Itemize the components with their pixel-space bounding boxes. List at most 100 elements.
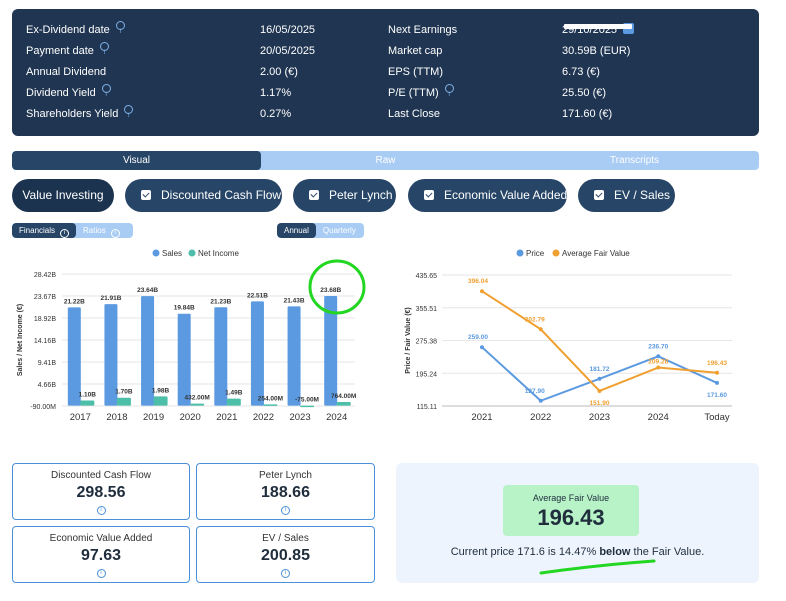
fair-value-point	[715, 370, 719, 375]
toggle-label: Ratios	[83, 226, 106, 235]
info-icon[interactable]: i	[60, 229, 70, 238]
info-icon[interactable]: i	[281, 506, 290, 515]
x-tick-label: 2022	[530, 412, 551, 423]
net-income-bar	[116, 397, 131, 406]
net-income-bar-label: 254.00M	[258, 395, 283, 402]
card-value: 188.66	[261, 484, 310, 501]
sales-bar-label: 21.43B	[284, 297, 305, 304]
valuation-card-eva[interactable]: Economic Value Added 97.63 i	[12, 526, 190, 583]
fair-value-point-label: 209.28	[648, 359, 668, 366]
sales-bar-label: 21.22B	[64, 298, 85, 305]
fair-value-point-label: 396.04	[468, 278, 488, 285]
legend-marker	[188, 249, 196, 257]
y-tick-label: 23.67B	[34, 294, 57, 301]
net-income-bar	[153, 396, 168, 406]
net-income-bar-label: -75.00M	[295, 397, 319, 404]
x-tick-label: 2024	[648, 412, 669, 423]
main-tabs: Visual Raw Transcripts	[12, 151, 759, 170]
legend-label: Average Fair Value	[562, 249, 630, 258]
net-income-bar-label: 1.10B	[79, 391, 97, 398]
toggle-annual[interactable]: Annual	[277, 223, 316, 238]
sales-bar-label: 22.51B	[247, 292, 268, 299]
info-icon[interactable]: i	[444, 84, 454, 98]
x-tick-label: 2023	[289, 412, 310, 423]
checkbox-icon[interactable]	[141, 190, 151, 200]
y-tick-label: 9.41B	[38, 360, 57, 367]
stock-info-panel: Ex-Dividend date i 16/05/2025 Next Earnin…	[12, 9, 759, 136]
y-tick-label: 355.51	[416, 306, 438, 313]
price-fair-value-chart: Price Average Fair Value 115.11 195.24 275.3…	[405, 249, 732, 423]
price-point-label: 171.60	[707, 392, 727, 399]
price-point-label: 181.72	[590, 366, 610, 373]
card-value: 200.85	[261, 547, 310, 564]
info-row-annual-dividend: Annual Dividend 2.00 (€) EPS (TTM) 6.73 …	[12, 62, 759, 82]
info-label: Next Earnings	[388, 24, 458, 36]
valuation-card-dcf[interactable]: Discounted Cash Flow 298.56 i	[12, 463, 190, 520]
calendar-icon[interactable]	[623, 23, 635, 34]
info-icon[interactable]: i	[99, 42, 109, 56]
toggle-quarterly[interactable]: Quarterly	[322, 226, 356, 235]
checkbox-icon[interactable]	[424, 190, 434, 200]
y-tick-label: 115.11	[417, 404, 437, 411]
info-label: P/E (TTM)	[388, 87, 439, 99]
valuation-card-peter-lynch[interactable]: Peter Lynch 188.66 i	[196, 463, 375, 520]
x-tick-label: 2018	[106, 412, 127, 423]
method-peter-lynch-button[interactable]: Peter Lynch	[293, 179, 396, 212]
info-label: Annual Dividend	[26, 66, 107, 78]
info-icon[interactable]: i	[101, 84, 111, 98]
valuation-card-ev-sales[interactable]: EV / Sales 200.85 i	[196, 526, 375, 583]
fair-value-point	[538, 327, 543, 332]
info-icon[interactable]: i	[110, 229, 120, 238]
info-icon[interactable]: i	[124, 105, 134, 119]
summary-text: the Fair Value.	[630, 546, 705, 558]
price-point-label: 236.70	[648, 343, 668, 350]
price-point	[538, 398, 543, 403]
card-label: Peter Lynch	[259, 470, 312, 481]
info-row-ex-dividend: Ex-Dividend date i 16/05/2025 Next Earnin…	[12, 20, 759, 40]
method-eva-button[interactable]: Economic Value Added	[408, 179, 567, 212]
method-value-investing-button[interactable]: Value Investing	[12, 179, 114, 212]
toggle-ratios[interactable]: Ratios i	[76, 223, 127, 238]
fair-value-point-label: 151.90	[590, 400, 610, 407]
price-point	[715, 380, 719, 385]
sales-bar	[287, 306, 301, 406]
info-icon[interactable]: i	[96, 569, 106, 578]
annotation-underline	[539, 559, 656, 575]
net-income-bar	[226, 398, 241, 406]
info-icon[interactable]: i	[281, 569, 290, 578]
info-row-payment: Payment date i 20/05/2025 Market cap 30.5…	[12, 41, 759, 61]
x-tick-label: 2021	[216, 412, 237, 423]
y-tick-label: 18.92B	[34, 316, 57, 323]
y-axis-label: Sales / Net Income (€)	[17, 304, 24, 376]
y-tick-label: 435.65	[416, 273, 438, 280]
method-ev-sales-button[interactable]: EV / Sales	[578, 179, 675, 212]
tab-visual[interactable]: Visual	[12, 151, 261, 170]
tab-transcripts[interactable]: Transcripts	[609, 155, 660, 166]
x-tick-label: Today	[704, 412, 730, 423]
toggle-financials[interactable]: Financials i	[12, 223, 77, 238]
fair-value-amount: 196.43	[537, 505, 605, 530]
x-tick-label: 2019	[143, 412, 164, 423]
info-icon[interactable]: i	[96, 506, 106, 515]
net-income-bar-label: 1.49B	[225, 390, 243, 397]
y-tick-label: 14.16B	[34, 338, 57, 345]
checkbox-icon[interactable]	[594, 190, 604, 200]
method-dcf-button[interactable]: Discounted Cash Flow	[125, 179, 282, 212]
legend-label: Net Income	[198, 249, 239, 258]
fair-value-summary: Current price 171.6 is 14.47% below the …	[396, 546, 759, 558]
sales-bar	[324, 295, 338, 406]
tab-raw[interactable]: Raw	[375, 155, 396, 166]
info-icon[interactable]: i	[115, 21, 125, 35]
fair-value-point	[480, 289, 484, 294]
checkbox-icon[interactable]	[309, 190, 319, 200]
info-value: 6.73 (€)	[562, 66, 600, 78]
info-row-dividend-yield: Dividend Yield i 1.17% P/E (TTM) i 25.50 (…	[12, 83, 759, 103]
summary-emphasis: below	[599, 546, 631, 558]
sales-bar	[177, 313, 191, 406]
fair-value-point	[656, 365, 661, 370]
net-income-bar-label: 764.00M	[331, 393, 356, 400]
card-value: 97.63	[80, 547, 122, 564]
method-label: Value Investing	[22, 188, 104, 202]
net-income-bar	[80, 400, 95, 406]
fair-value-point-label: 302.79	[525, 316, 545, 323]
